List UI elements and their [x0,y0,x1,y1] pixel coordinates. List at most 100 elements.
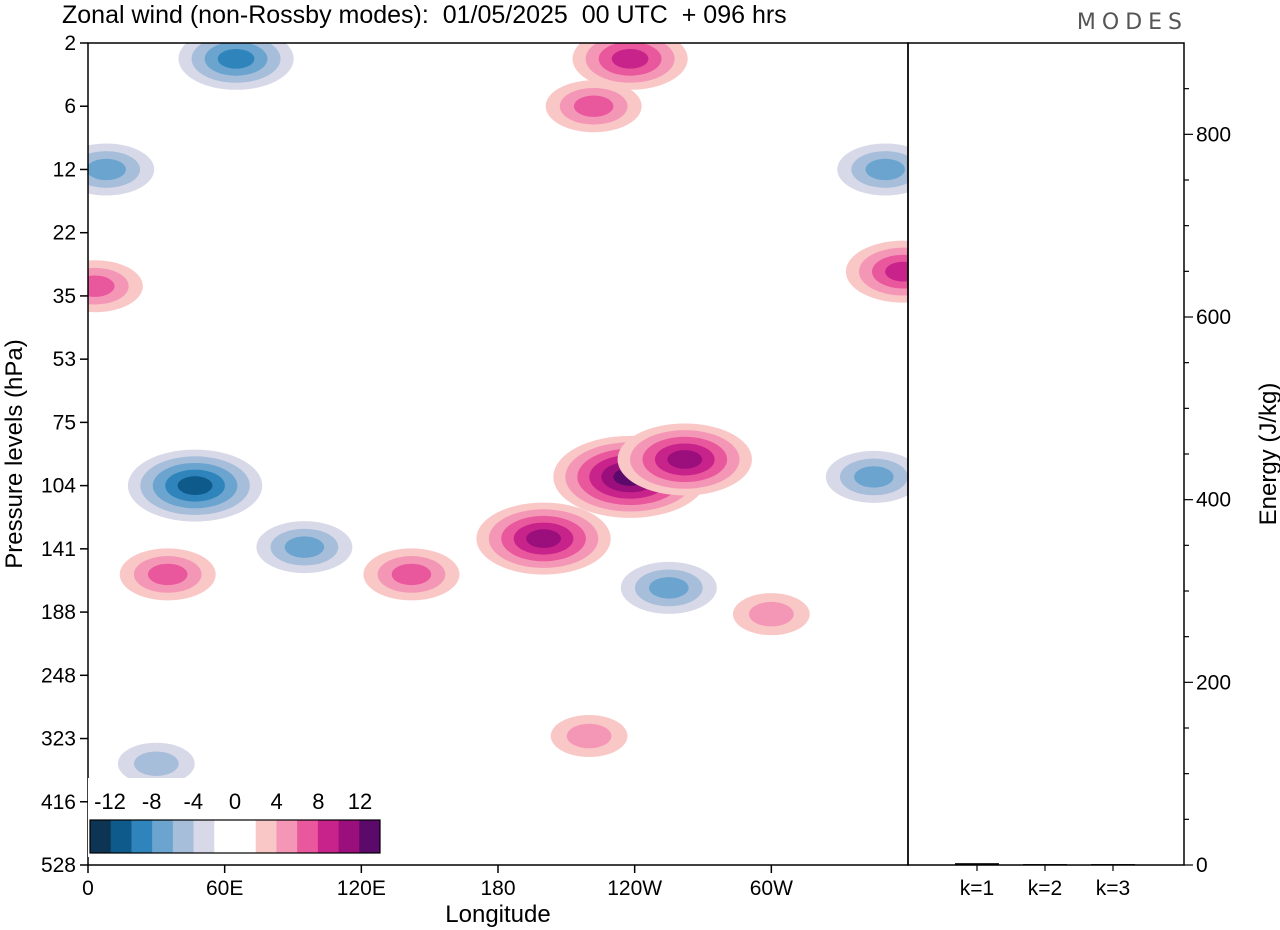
contour-band [748,601,794,627]
contour-band [88,158,126,181]
colorbar-swatch [131,820,153,853]
energy-tick-label: 600 [1196,306,1231,329]
modes-logo: MODES [1076,10,1188,35]
wind-feature [732,593,810,636]
contour-band [865,158,905,181]
wind-feature [117,742,195,785]
colorbar-border [89,819,381,854]
contour-band [177,476,213,495]
contour-band [573,95,614,117]
y-tick-label: 6 [64,95,76,118]
y-tick-label: 141 [41,538,76,561]
contour-band [885,261,908,282]
wind-feature [572,43,688,90]
contour-band [284,536,325,558]
y-axis-title: Pressure levels (hPa) [1,339,28,568]
y-tick-label: 104 [41,475,76,498]
colorbar-swatch [152,820,174,853]
energy-panel-frame [907,42,1185,866]
wind-feature [550,715,628,758]
energy-bar [955,863,999,865]
wind-feature [476,502,611,575]
y-tick-label: 2 [64,32,76,55]
wind-feature [88,143,155,196]
x-tick-label: 120W [607,877,662,900]
colorbar-swatch [90,820,112,853]
colorbar-swatch [110,820,132,853]
wind-feature [119,548,216,601]
colorbar-swatch [235,820,257,853]
x-axis-title: Longitude [445,901,550,928]
contour-band [88,275,115,297]
y-tick-label: 35 [53,285,76,308]
y-tick-label: 53 [53,348,76,371]
colorbar-swatch [297,820,319,853]
wind-feature [825,450,908,503]
contour-band [667,450,703,469]
colorbar-swatch [255,820,277,853]
contour-band [391,563,432,586]
colorbar-swatch [338,820,360,853]
energy-tick-label: 400 [1196,489,1231,512]
contour-band [854,466,894,488]
energy-cat-label: k=2 [1028,877,1062,900]
wind-feature [837,143,908,196]
energy-axis: 0 200 400 600 800 [1184,88,1231,877]
contour-band [649,577,689,599]
x-tick-label: 60W [750,877,793,900]
colorbar-swatch [317,820,340,853]
y-tick-label: 188 [41,601,76,624]
wind-feature [127,449,263,522]
wind-feature [363,548,460,601]
energy-bar [1023,864,1067,866]
y-tick-label: 75 [53,411,76,434]
wind-feature [620,561,717,614]
y-tick-label: 12 [53,158,76,181]
contour-band [611,48,649,69]
contour-band [217,48,255,69]
colorbar-swatch [359,820,381,853]
y-axis: 2 6 12 22 35 53 75 104 141 188 248 323 416 528 [41,32,88,877]
wind-feature [88,260,143,313]
energy-tick-label: 200 [1196,671,1231,694]
heatmap-field [88,43,908,785]
x-tick-label: 120E [337,877,386,900]
y-tick-label: 248 [41,664,76,687]
y-tick-label: 528 [41,854,76,877]
colorbar-swatch [172,820,195,853]
wind-feature [256,521,353,574]
chart-title: Zonal wind (non-Rossby modes): 01/05/202… [62,1,787,29]
energy-cat-label: k=3 [1096,877,1130,900]
wind-feature [545,80,642,133]
energy-bar [1091,864,1135,866]
colorbar-label: -4 [184,789,204,814]
contour-band [133,751,179,776]
energy-axis-title: Energy (J/kg) [1255,383,1280,526]
x-axis: 0 60E 120E 180 120W 60W [82,865,793,900]
colorbar-label: -12 [94,789,126,814]
y-tick-label: 323 [41,728,76,751]
wind-feature [617,423,752,496]
colorbar-label: -8 [142,789,162,814]
y-tick-label: 416 [41,791,76,814]
colorbar-swatch [214,820,236,853]
colorbar-label: 8 [312,789,324,814]
energy-cat-label: k=1 [960,877,994,900]
energy-tick-label: 0 [1196,854,1208,877]
colorbar-swatch [193,820,215,853]
colorbar-swatch [276,820,298,853]
colorbar-label: 4 [271,789,283,814]
energy-bars: k=1 k=2 k=3 [955,863,1135,900]
contour-band [526,529,561,548]
contour-band [566,723,612,749]
colorbar-label: 0 [229,789,241,814]
x-tick-label: 0 [82,877,94,900]
x-tick-label: 60E [206,877,243,900]
energy-tick-label: 800 [1196,123,1231,146]
colorbar-label: 12 [348,789,372,814]
wind-feature [178,43,294,90]
y-tick-label: 22 [53,222,76,245]
colorbar: -12 -8 -4 0 4 8 12 [88,778,382,857]
wind-feature [845,240,908,303]
contour-band [147,563,188,586]
